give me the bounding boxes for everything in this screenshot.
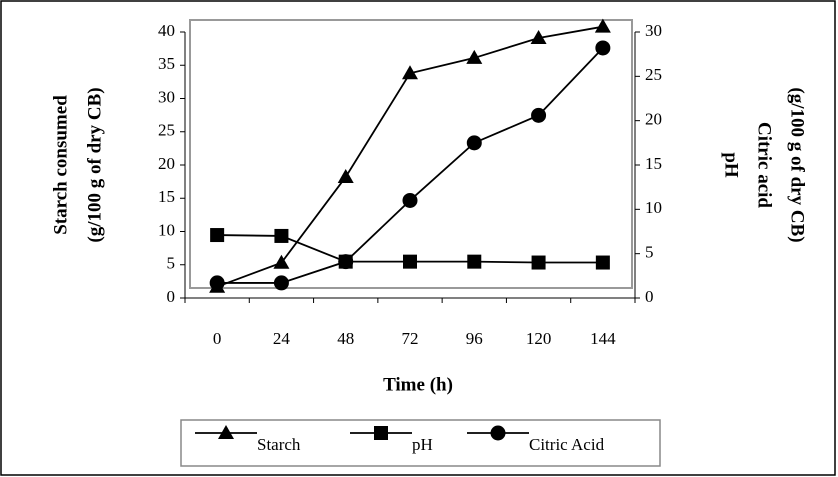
legend-box — [180, 419, 661, 467]
data-point — [530, 29, 547, 44]
y-tick-label: 10 — [158, 220, 175, 239]
x-tick-label: 120 — [526, 329, 552, 348]
x-tick-label: 48 — [337, 329, 354, 348]
y2-tick-label: 25 — [645, 65, 662, 84]
x-tick-label: 144 — [590, 329, 616, 348]
legend-marker — [490, 425, 506, 441]
data-point — [467, 254, 482, 269]
x-tick-label: 72 — [402, 329, 419, 348]
data-point — [402, 65, 418, 80]
y2-tick-label: 20 — [645, 110, 662, 129]
x-tick-label: 0 — [213, 329, 222, 348]
data-point — [338, 254, 354, 270]
y2-tick-label: 15 — [645, 154, 662, 173]
data-point — [595, 40, 611, 56]
y2-axis-title: (g/100 g of dry CB) — [787, 87, 808, 242]
x-tick-label: 96 — [466, 329, 483, 348]
data-point — [402, 192, 418, 208]
y2-tick-label: 0 — [645, 287, 654, 306]
y2-axis-title: pH — [721, 152, 742, 178]
x-axis-title: Time (h) — [383, 374, 453, 395]
data-point — [337, 168, 354, 183]
y-tick-label: 40 — [158, 21, 175, 40]
data-point — [403, 254, 417, 269]
y-tick-label: 0 — [167, 287, 176, 306]
data-point — [594, 18, 611, 33]
legend-marker — [218, 425, 234, 439]
y-tick-label: 5 — [167, 254, 176, 273]
y-axis-title: (g/100 g of dry CB) — [84, 87, 105, 242]
data-point — [273, 254, 290, 269]
y2-axis-title: Citric acid — [754, 122, 775, 208]
y2-tick-label: 30 — [645, 21, 662, 40]
y-tick-label: 30 — [158, 87, 175, 106]
legend-label: pH — [412, 435, 433, 454]
data-point — [531, 107, 547, 123]
legend-label: Citric Acid — [529, 435, 605, 454]
y-tick-label: 20 — [158, 154, 175, 173]
data-point — [466, 135, 482, 151]
series-line — [217, 47, 604, 284]
data-point — [466, 49, 483, 64]
data-point — [273, 275, 289, 291]
y2-tick-label: 5 — [645, 243, 654, 262]
legend-label: Starch — [257, 435, 301, 454]
y-tick-label: 15 — [158, 187, 175, 206]
data-point — [531, 255, 546, 270]
y2-tick-label: 10 — [645, 198, 662, 217]
legend-marker — [374, 426, 388, 440]
plot-frame — [189, 19, 633, 289]
data-point — [209, 275, 225, 291]
y-axis-title: Starch consumed — [50, 95, 71, 235]
data-point — [210, 228, 225, 243]
data-point — [274, 228, 289, 243]
y-tick-label: 25 — [158, 121, 175, 140]
x-tick-label: 24 — [273, 329, 291, 348]
data-point — [595, 255, 610, 270]
y-tick-label: 35 — [158, 54, 175, 73]
